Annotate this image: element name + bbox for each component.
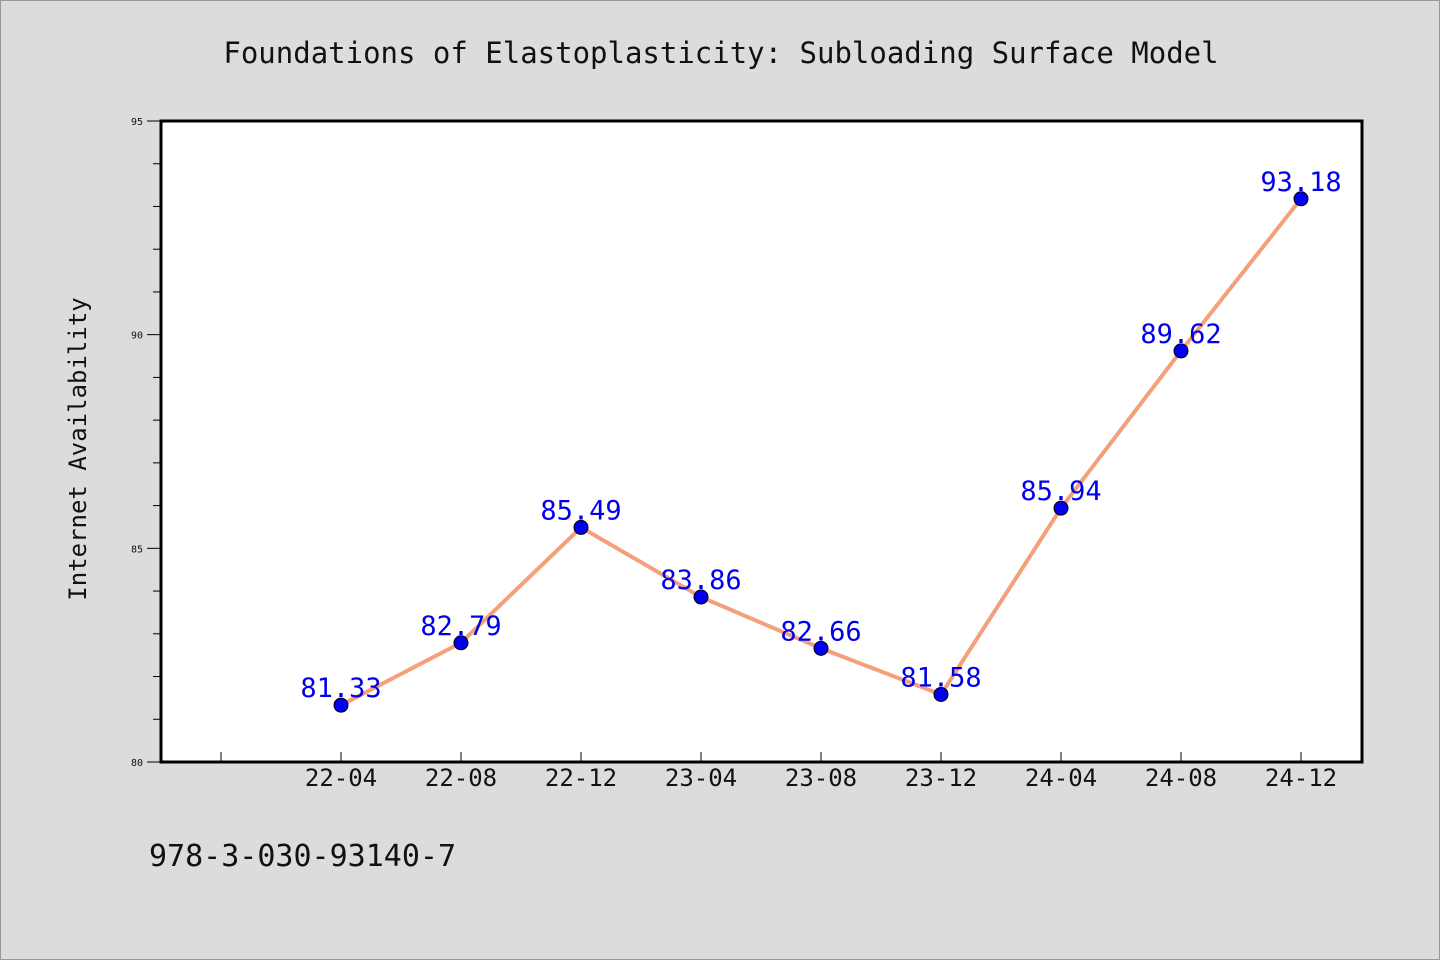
data-point	[573, 519, 589, 535]
y-tick-label: 90	[131, 331, 143, 342]
data-label: 81.33	[300, 673, 381, 704]
data-point	[453, 635, 469, 651]
isbn-text: 978-3-030-93140-7	[149, 839, 456, 874]
data-label: 89.62	[1140, 319, 1221, 350]
data-label: 93.18	[1260, 167, 1341, 198]
x-tick-label: 24-12	[1265, 764, 1337, 792]
data-label: 83.86	[660, 565, 741, 596]
x-tick-label: 22-04	[305, 764, 377, 792]
data-label: 85.49	[540, 495, 621, 526]
x-tick-label: 24-04	[1025, 764, 1097, 792]
x-tick-label: 22-08	[425, 764, 497, 792]
data-point	[813, 640, 829, 656]
plot-area	[159, 119, 1364, 764]
data-label: 85.94	[1020, 476, 1101, 507]
data-point	[333, 697, 349, 713]
x-tick-label: 23-08	[785, 764, 857, 792]
x-tick-label: 24-08	[1145, 764, 1217, 792]
chart-title: Foundations of Elastoplasticity: Subload…	[223, 36, 1218, 70]
y-tick-label: 85	[131, 544, 143, 555]
data-point	[1173, 343, 1189, 359]
x-axis-ticks: 22-04 22-08 22-12 23-04 23-08 23-12 24-04 24-08…	[220, 752, 1337, 792]
x-tick-label: 22-12	[545, 764, 617, 792]
data-label: 81.58	[900, 662, 981, 693]
data-label: 82.66	[780, 616, 861, 647]
x-tick-label: 23-04	[665, 764, 737, 792]
data-point	[693, 589, 709, 605]
y-tick-label: 95	[131, 117, 143, 128]
data-label: 82.79	[420, 611, 501, 642]
x-tick-label: 23-12	[905, 764, 977, 792]
series-layer: 81.33 82.79 85.49 83.86 82.66 81.58 85.94 89.62…	[300, 167, 1342, 713]
data-point	[1293, 191, 1309, 207]
data-point	[933, 686, 949, 702]
y-tick-label: 80	[131, 758, 143, 769]
data-point	[1053, 500, 1069, 516]
y-axis-label: Internet Availability	[64, 297, 92, 600]
y-axis-ticks: 80 85 90 95	[131, 117, 160, 769]
